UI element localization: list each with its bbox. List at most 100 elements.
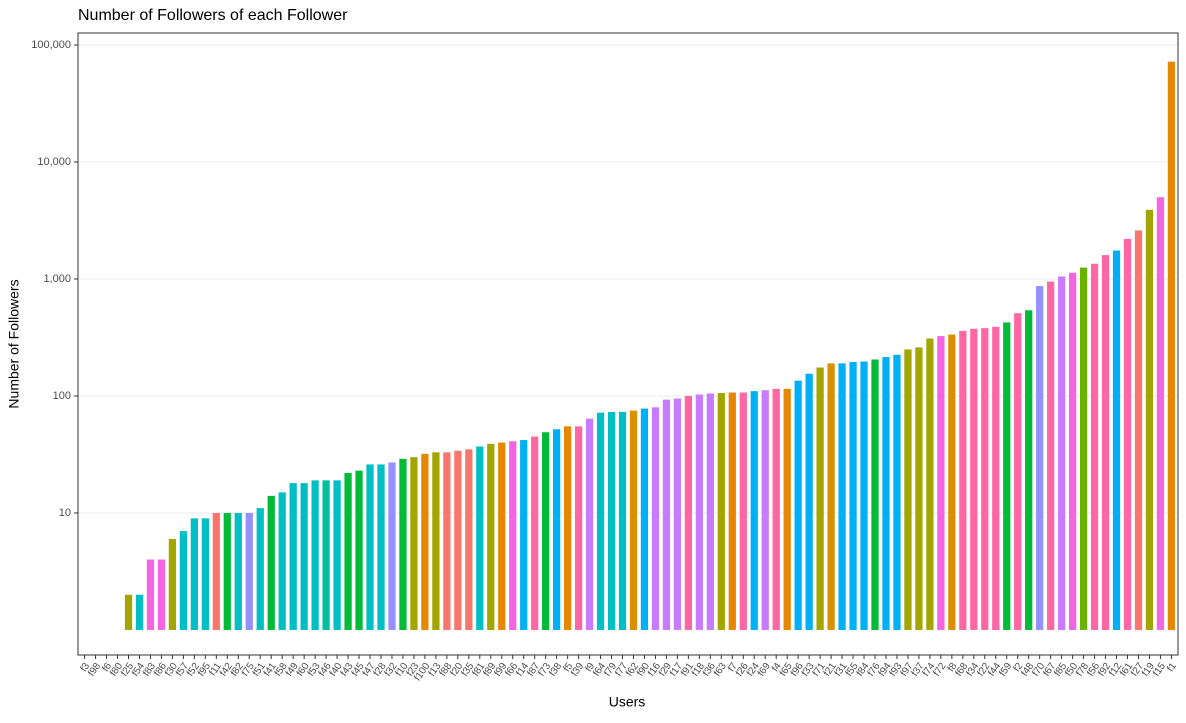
- bar: [640, 408, 649, 630]
- bar: [465, 449, 473, 630]
- chart-title: Number of Followers of each Follower: [78, 7, 348, 24]
- bar: [596, 412, 605, 630]
- bar: [300, 483, 308, 630]
- bar: [805, 373, 813, 630]
- bar: [124, 594, 133, 630]
- x-tick-label: f98: [86, 661, 103, 679]
- bar: [893, 354, 901, 630]
- bar: [388, 462, 396, 630]
- bar: [454, 450, 462, 630]
- y-tick-label: 10: [59, 507, 71, 519]
- y-axis-label: Number of Followers: [6, 279, 22, 408]
- bar: [838, 363, 846, 630]
- bar: [739, 392, 747, 630]
- bar: [179, 531, 188, 630]
- bar: [629, 410, 638, 630]
- bar: [695, 394, 703, 630]
- bar: [322, 480, 330, 630]
- bar: [915, 347, 923, 630]
- bar: [1003, 322, 1011, 630]
- bar: [157, 559, 166, 630]
- bar: [959, 330, 967, 630]
- x-tick-label: f63: [712, 661, 729, 679]
- bar: [1014, 313, 1022, 630]
- bar: [410, 457, 418, 630]
- bar: [673, 398, 682, 630]
- bar: [827, 363, 835, 630]
- bar: [190, 518, 198, 630]
- bar: [355, 470, 363, 630]
- bar: [1145, 209, 1154, 630]
- bar: [948, 334, 956, 630]
- bar: [607, 411, 616, 630]
- bar: [267, 495, 275, 630]
- bar: [684, 395, 693, 630]
- bar: [168, 538, 177, 630]
- bar: [421, 453, 429, 630]
- bar: [377, 464, 385, 630]
- bar: [662, 399, 671, 630]
- bar: [498, 442, 506, 630]
- bar: [366, 464, 374, 630]
- bar: [970, 328, 978, 630]
- bar: [904, 349, 912, 630]
- bar: [1156, 197, 1165, 630]
- bar: [531, 436, 539, 630]
- bar: [618, 411, 627, 630]
- y-tick-label: 1,000: [43, 273, 71, 285]
- y-tick-label: 100,000: [31, 39, 71, 51]
- bar: [311, 480, 319, 630]
- bar: [432, 452, 440, 630]
- bar: [992, 326, 1000, 630]
- bar: [1090, 263, 1099, 630]
- bar: [443, 452, 451, 630]
- bar: [234, 512, 242, 630]
- bar: [651, 407, 660, 630]
- bar: [1047, 281, 1055, 630]
- bar: [1134, 230, 1143, 630]
- bar: [223, 512, 231, 630]
- bar: [882, 357, 890, 630]
- x-tick-label: f15: [1151, 661, 1168, 679]
- x-axis-label: Users: [609, 694, 646, 710]
- bar: [1112, 250, 1121, 630]
- bar: [487, 443, 495, 630]
- bar: [1068, 272, 1077, 630]
- bar: [553, 429, 561, 630]
- bar: [750, 391, 758, 630]
- bar: [585, 418, 594, 630]
- bar: [476, 446, 484, 630]
- bar: [146, 559, 155, 630]
- bar: [717, 393, 725, 630]
- bar: [706, 393, 714, 630]
- y-tick-label: 10,000: [37, 156, 71, 168]
- bar: [728, 392, 736, 630]
- bar: [1167, 61, 1176, 630]
- bar: [1101, 255, 1110, 630]
- bar: [520, 440, 528, 630]
- bar: [794, 380, 802, 630]
- bar: [574, 426, 583, 630]
- bar: [783, 388, 791, 630]
- bar: [772, 388, 780, 630]
- bar: [1058, 276, 1066, 630]
- bar: [542, 432, 550, 630]
- x-tick-label: f59: [997, 661, 1014, 679]
- bar: [201, 518, 209, 630]
- bar: [509, 441, 517, 630]
- bar: [871, 359, 879, 630]
- bar: [860, 361, 868, 630]
- bar: [289, 483, 297, 630]
- bar: [344, 472, 352, 630]
- bar: [849, 362, 857, 630]
- x-tick-label: f38: [547, 661, 564, 679]
- bar: [1123, 238, 1132, 630]
- bar: [981, 328, 989, 630]
- bar: [333, 480, 341, 630]
- bar: [135, 594, 144, 630]
- x-tick-label: f69: [756, 661, 773, 679]
- y-tick-label: 100: [53, 390, 71, 402]
- bar: [256, 508, 264, 630]
- bar: [245, 512, 253, 630]
